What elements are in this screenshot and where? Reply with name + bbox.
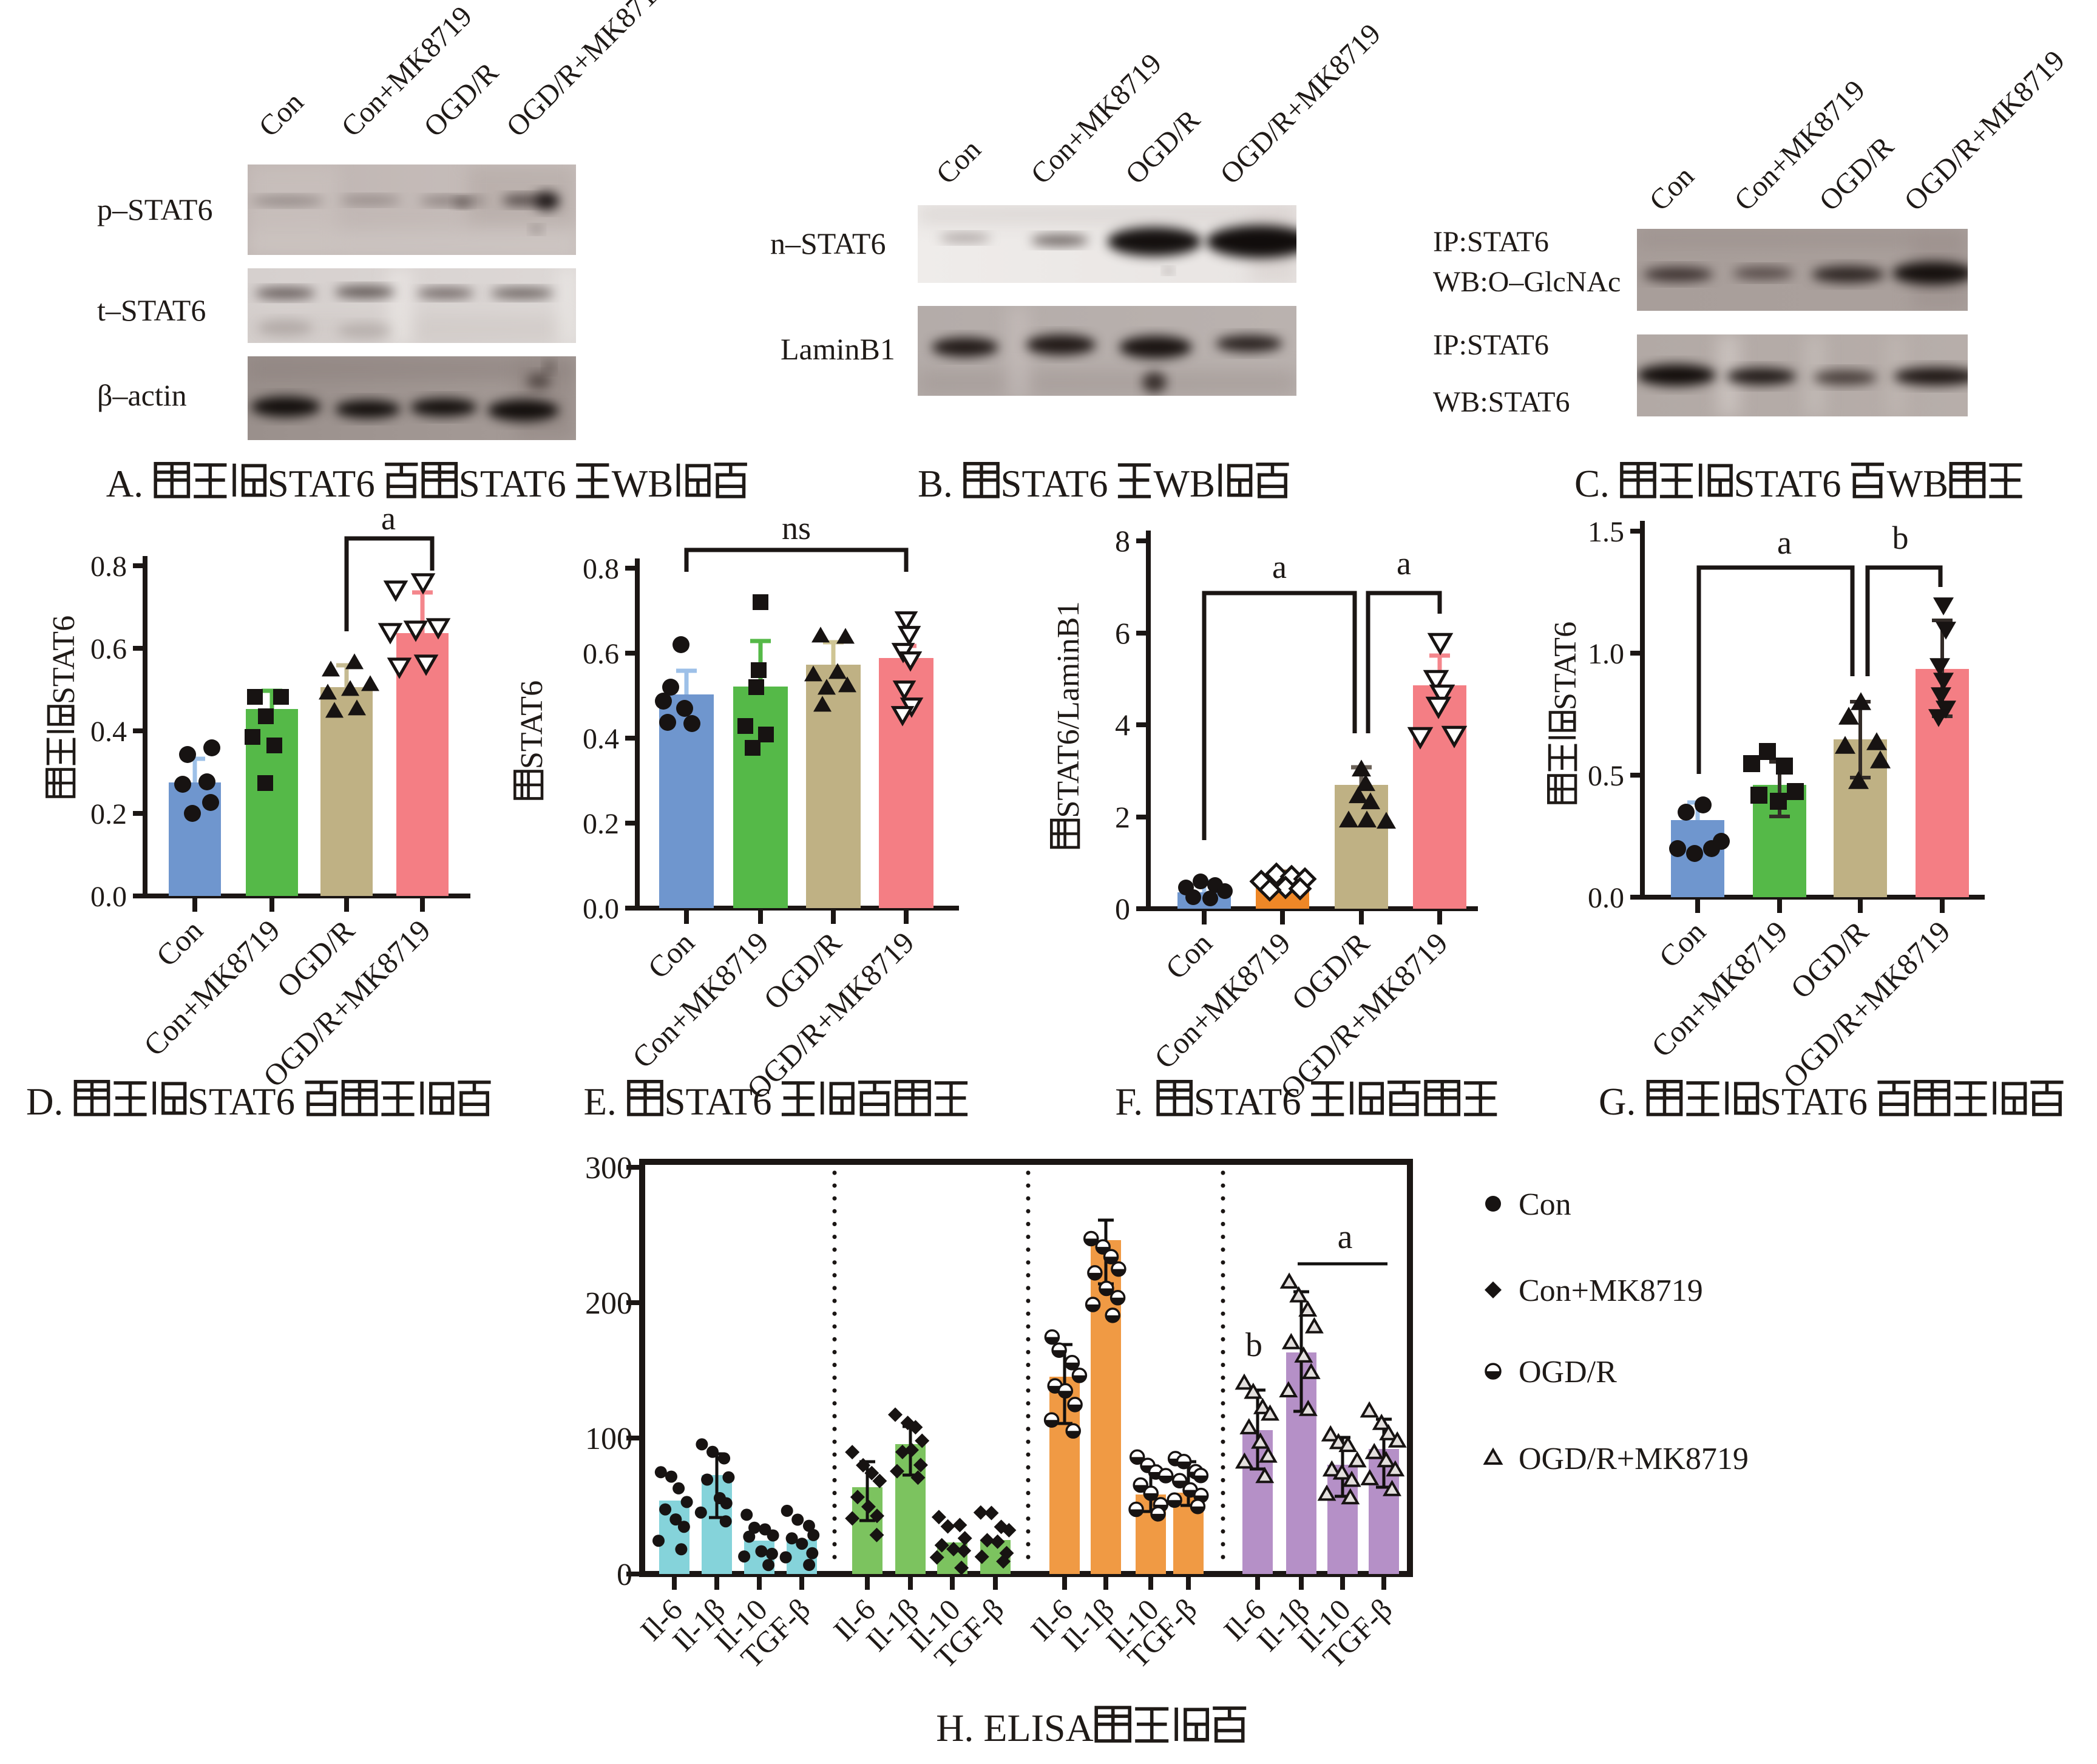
svg-text:STAT6: STAT6 xyxy=(459,463,566,505)
svg-text:a: a xyxy=(1272,549,1287,585)
svg-text:STAT6: STAT6 xyxy=(515,680,549,769)
svg-text:6: 6 xyxy=(1115,616,1130,650)
svg-text:Con: Con xyxy=(252,86,310,143)
svg-text:0.5: 0.5 xyxy=(1588,760,1624,792)
svg-text:Con+MK8719: Con+MK8719 xyxy=(1519,1274,1703,1308)
svg-text:A.: A. xyxy=(106,463,143,505)
svg-text:a: a xyxy=(1777,524,1792,561)
svg-text:F.: F. xyxy=(1115,1080,1143,1123)
svg-text:OGD/R: OGD/R xyxy=(1119,104,1206,191)
svg-text:0.2: 0.2 xyxy=(583,808,619,840)
svg-text:0.0: 0.0 xyxy=(583,893,619,925)
svg-text:a: a xyxy=(1397,545,1411,582)
svg-text:1.0: 1.0 xyxy=(1588,638,1624,670)
svg-text:0: 0 xyxy=(1115,892,1130,926)
svg-text:OGD/R+MK8719: OGD/R+MK8719 xyxy=(500,0,673,143)
svg-text:OGD/R: OGD/R xyxy=(1519,1355,1617,1389)
svg-text:0.6: 0.6 xyxy=(90,633,127,665)
svg-text:STAT6: STAT6 xyxy=(1760,1080,1868,1123)
svg-text:C.: C. xyxy=(1574,463,1610,505)
svg-text:0.4: 0.4 xyxy=(90,716,127,748)
svg-text:STAT6: STAT6 xyxy=(1194,1080,1301,1123)
svg-text:H. ELISA: H. ELISA xyxy=(936,1706,1094,1749)
svg-text:STAT6: STAT6 xyxy=(1734,463,1841,505)
svg-text:OGD/R+MK8719: OGD/R+MK8719 xyxy=(1898,44,2071,217)
svg-text:200: 200 xyxy=(585,1286,632,1321)
svg-text:p–STAT6: p–STAT6 xyxy=(97,192,212,226)
svg-text:a: a xyxy=(1338,1218,1353,1256)
svg-text:0.8: 0.8 xyxy=(90,551,127,583)
svg-text:Con: Con xyxy=(930,134,987,191)
svg-text:Con+MK8719: Con+MK8719 xyxy=(1148,926,1297,1075)
svg-text:0.4: 0.4 xyxy=(583,723,619,755)
svg-text:Con: Con xyxy=(1519,1187,1571,1222)
svg-text:100: 100 xyxy=(585,1422,632,1456)
svg-text:0.2: 0.2 xyxy=(90,798,127,830)
svg-text:D.: D. xyxy=(26,1080,63,1123)
svg-text:STAT6: STAT6 xyxy=(665,1080,772,1123)
svg-text:ns: ns xyxy=(782,510,811,546)
svg-text:E.: E. xyxy=(584,1080,617,1123)
svg-text:WB: WB xyxy=(1154,463,1215,505)
svg-text:IP:STAT6: IP:STAT6 xyxy=(1433,329,1549,361)
svg-text:t–STAT6: t–STAT6 xyxy=(97,293,206,327)
svg-text:STAT6: STAT6 xyxy=(268,463,375,505)
svg-text:Con: Con xyxy=(1643,160,1700,217)
svg-text:OGD/R+MK8719: OGD/R+MK8719 xyxy=(1519,1442,1749,1476)
svg-text:n–STAT6: n–STAT6 xyxy=(770,226,886,260)
svg-text:G.: G. xyxy=(1599,1080,1636,1123)
svg-text:Con: Con xyxy=(149,913,209,973)
svg-text:STAT6: STAT6 xyxy=(188,1080,295,1123)
svg-text:WB:STAT6: WB:STAT6 xyxy=(1433,386,1570,418)
svg-text:STAT6: STAT6 xyxy=(1001,463,1108,505)
svg-text:OGD/R+MK8719: OGD/R+MK8719 xyxy=(1214,18,1387,191)
svg-text:0.0: 0.0 xyxy=(90,881,127,913)
svg-text:WB:O–GlcNAc: WB:O–GlcNAc xyxy=(1433,266,1621,298)
svg-text:b: b xyxy=(1892,520,1909,556)
svg-text:a: a xyxy=(381,500,396,537)
svg-text:0.0: 0.0 xyxy=(1588,882,1624,914)
svg-text:0.8: 0.8 xyxy=(583,553,619,585)
svg-text:WB: WB xyxy=(612,463,673,505)
svg-text:300: 300 xyxy=(585,1151,632,1186)
svg-text:2: 2 xyxy=(1115,800,1130,834)
svg-text:LaminB1: LaminB1 xyxy=(781,332,895,366)
svg-text:4: 4 xyxy=(1115,708,1130,742)
svg-text:Con+MK8719: Con+MK8719 xyxy=(626,925,775,1074)
svg-text:WB: WB xyxy=(1887,463,1948,505)
svg-text:STAT6/LaminB1: STAT6/LaminB1 xyxy=(1051,602,1086,818)
svg-text:1.5: 1.5 xyxy=(1588,516,1624,548)
svg-text:Con: Con xyxy=(1652,914,1712,974)
svg-text:0: 0 xyxy=(617,1558,632,1592)
svg-text:Con+MK8719: Con+MK8719 xyxy=(137,913,286,1062)
svg-text:B.: B. xyxy=(918,463,953,505)
svg-text:STAT6: STAT6 xyxy=(47,616,81,704)
svg-text:IP:STAT6: IP:STAT6 xyxy=(1433,226,1549,258)
svg-text:OGD/R: OGD/R xyxy=(1813,131,1900,217)
svg-text:Con: Con xyxy=(1159,926,1219,986)
svg-text:β–actin: β–actin xyxy=(97,378,187,412)
svg-text:STAT6: STAT6 xyxy=(1548,622,1583,710)
svg-text:0.6: 0.6 xyxy=(583,638,619,670)
svg-text:b: b xyxy=(1245,1326,1262,1364)
svg-text:Con: Con xyxy=(641,925,701,985)
svg-text:8: 8 xyxy=(1115,524,1130,558)
